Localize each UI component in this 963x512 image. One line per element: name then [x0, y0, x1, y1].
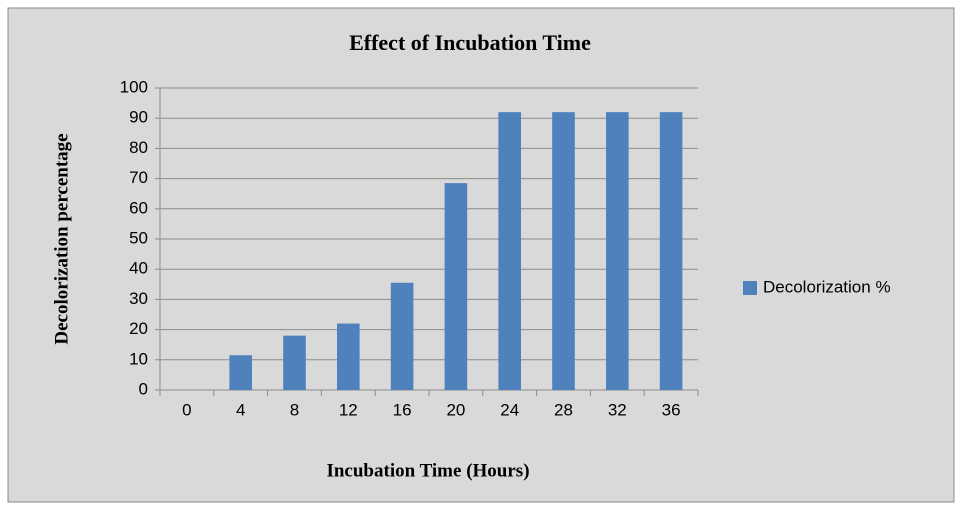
x-tick-label: 8	[290, 400, 299, 419]
x-tick-label: 16	[393, 400, 412, 419]
x-tick-label: 4	[236, 400, 245, 419]
x-tick-label: 20	[446, 400, 465, 419]
bar	[498, 112, 521, 390]
bar	[337, 323, 360, 390]
y-tick-label: 40	[129, 259, 148, 278]
x-tick-label: 0	[182, 400, 191, 419]
y-axis-label: Decolorization percentage	[51, 133, 72, 344]
y-tick-label: 70	[129, 168, 148, 187]
bar	[659, 112, 683, 390]
y-tick-label: 50	[129, 228, 148, 247]
x-tick-label: 12	[339, 400, 358, 419]
x-tick-label: 32	[608, 400, 627, 419]
y-tick-label: 80	[129, 138, 148, 157]
bar	[390, 282, 414, 390]
x-tick-label: 36	[662, 400, 681, 419]
chart-background	[7, 7, 955, 503]
x-axis-label: Incubation Time (Hours)	[326, 460, 529, 481]
y-tick-label: 100	[120, 77, 148, 96]
y-tick-label: 90	[129, 108, 148, 127]
chart-title: Effect of Incubation Time	[349, 30, 591, 55]
x-tick-label: 28	[554, 400, 573, 419]
legend-label: Decolorization %	[763, 277, 891, 296]
x-tick-label: 24	[500, 400, 519, 419]
bar	[606, 112, 629, 390]
y-tick-label: 0	[139, 379, 148, 398]
legend-swatch	[743, 281, 757, 295]
bar	[444, 183, 468, 390]
bar	[229, 355, 252, 390]
y-tick-label: 30	[129, 289, 148, 308]
bar	[283, 335, 306, 390]
y-tick-label: 10	[129, 349, 148, 368]
y-tick-label: 60	[129, 198, 148, 217]
bar	[552, 112, 575, 390]
y-tick-label: 20	[129, 319, 148, 338]
